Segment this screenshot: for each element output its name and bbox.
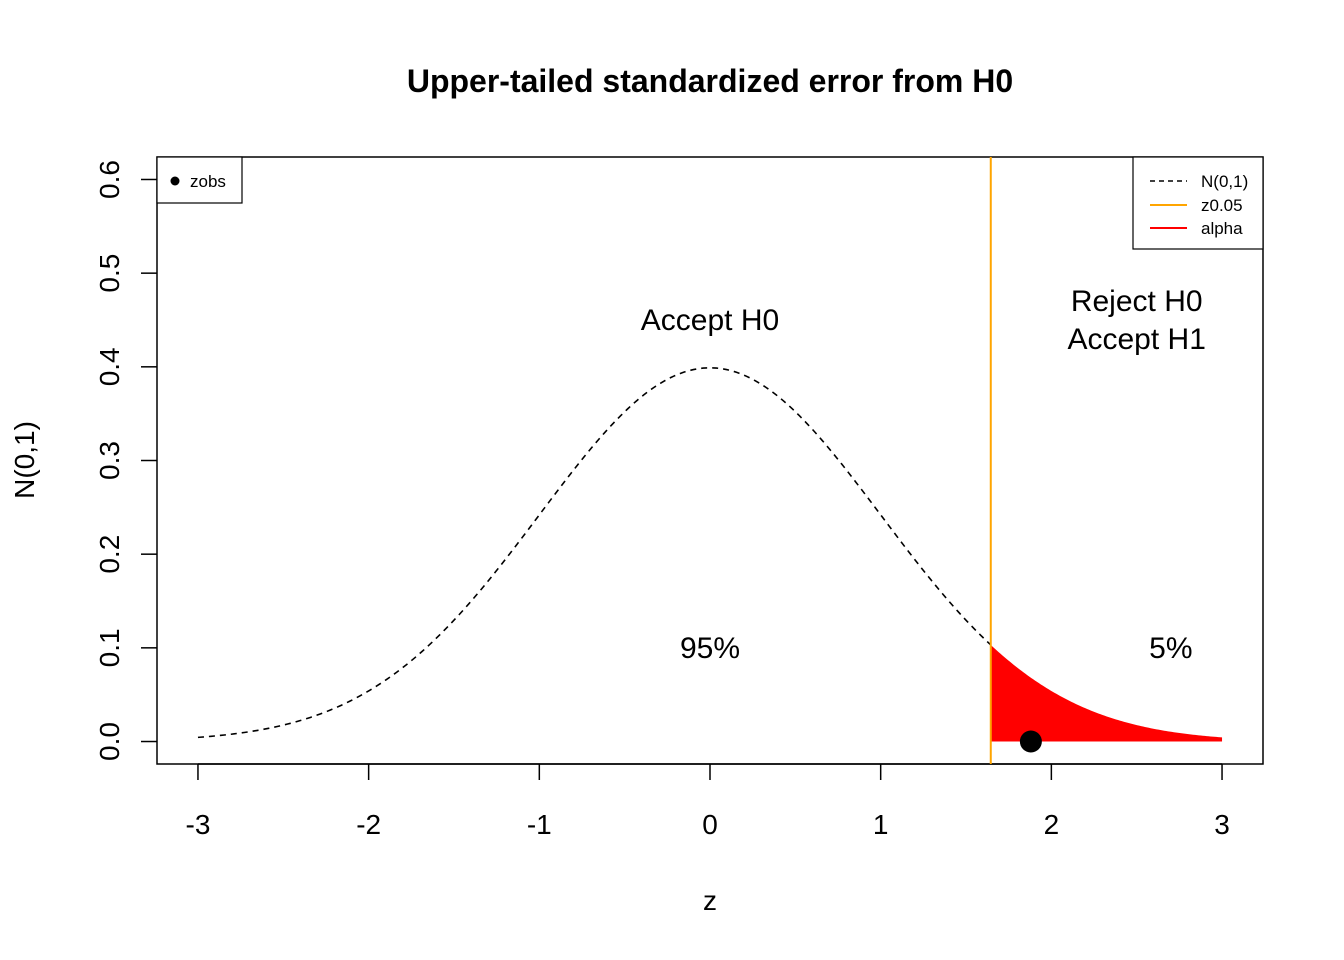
annotation-pct-5: 5% xyxy=(1149,632,1192,665)
legend-zobs-marker xyxy=(170,176,180,186)
y-tick-label: 0.4 xyxy=(94,347,125,386)
legend-zobs: zobs xyxy=(156,156,243,204)
y-tick-label: 0.3 xyxy=(94,441,125,480)
y-tick-label: 0.6 xyxy=(94,160,125,199)
legend-main: N(0,1) z0.05 alpha xyxy=(1132,156,1264,250)
zobs-point xyxy=(1019,730,1042,753)
annotations: Accept H0 Reject H0 Accept H1 95% 5% xyxy=(641,285,1206,665)
legend-alpha-label: alpha xyxy=(1201,219,1243,238)
y-tick-label: 0.2 xyxy=(94,535,125,574)
plot-frame xyxy=(156,156,1264,765)
y-tick-label: 0.1 xyxy=(94,628,125,667)
chart-title: Upper-tailed standardized error from H0 xyxy=(407,63,1013,99)
alpha-region xyxy=(990,644,1223,742)
y-tick-label: 0.5 xyxy=(94,254,125,293)
x-axis-label: z xyxy=(703,885,717,916)
x-tick-label: -1 xyxy=(527,809,552,840)
y-tick-label: 0.0 xyxy=(94,722,125,761)
legend-main-box xyxy=(1132,156,1264,250)
y-axis: 0.0 0.1 0.2 0.3 0.4 0.5 0.6 xyxy=(94,160,157,761)
y-axis-label: N(0,1) xyxy=(9,421,40,499)
x-tick-label: -3 xyxy=(186,809,211,840)
x-tick-label: 2 xyxy=(1044,809,1060,840)
plot-area xyxy=(197,157,1223,764)
x-tick-label: 3 xyxy=(1214,809,1230,840)
legend-zobs-label: zobs xyxy=(190,172,226,191)
annotation-reject-h0: Reject H0 Accept H1 xyxy=(1067,285,1205,356)
annotation-pct-95: 95% xyxy=(680,632,740,665)
x-axis: -3 -2 -1 0 1 2 3 xyxy=(186,763,1230,840)
legend-z005-label: z0.05 xyxy=(1201,196,1243,215)
legend-normal-label: N(0,1) xyxy=(1201,172,1248,191)
normal-density-curve xyxy=(197,367,992,739)
x-tick-label: 1 xyxy=(873,809,889,840)
x-tick-label: -2 xyxy=(356,809,381,840)
x-tick-label: 0 xyxy=(702,809,718,840)
annotation-accept-h0: Accept H0 xyxy=(641,304,779,337)
